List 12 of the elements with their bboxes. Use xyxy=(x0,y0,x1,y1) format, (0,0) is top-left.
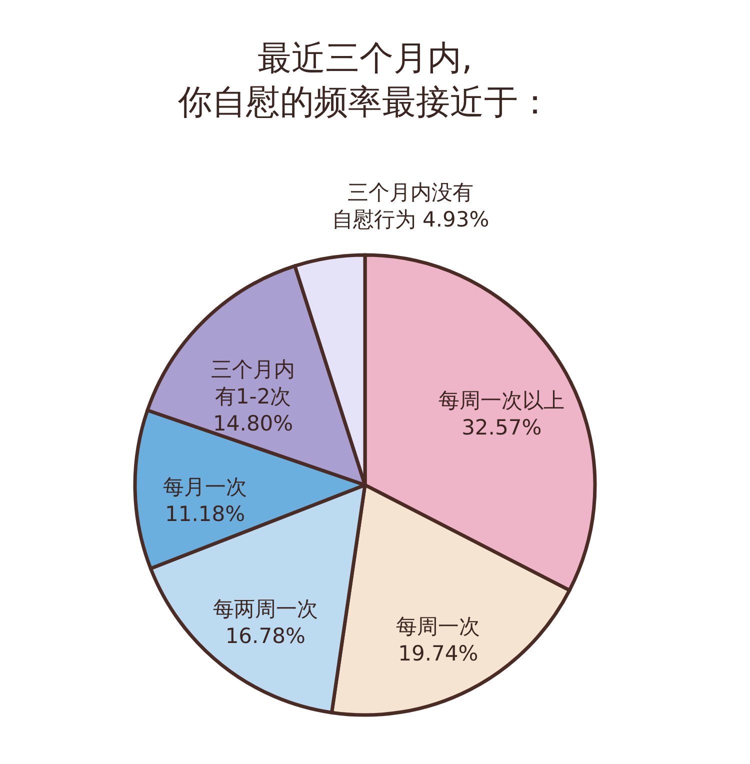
slice-label: 每月一次 xyxy=(163,475,248,500)
chart-title: 最近三个月内,你自慰的频率最接近于： xyxy=(177,38,552,123)
data-label: 32.57% xyxy=(462,416,542,440)
data-label: 19.74% xyxy=(398,641,478,666)
data-label: 11.18% xyxy=(164,502,246,526)
slice-label: 每周一次 xyxy=(396,614,480,638)
slice-label: 每两周一次 xyxy=(212,597,318,622)
slice-label: 三个月内有1-2次 xyxy=(211,358,296,409)
data-label: 16.78% xyxy=(225,624,306,648)
slice-label: 每周一次以上 xyxy=(438,388,565,413)
slice-label: 三个月内没有自慰行为 4.93% xyxy=(332,180,490,232)
data-label: 14.80% xyxy=(213,412,294,436)
